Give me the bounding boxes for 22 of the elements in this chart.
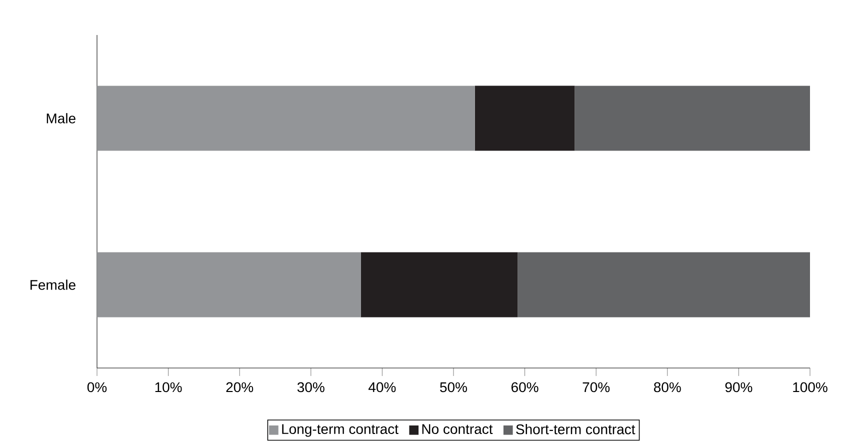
y-tick-label: Female	[30, 280, 76, 290]
x-tick-label: 60%	[512, 382, 538, 392]
y-tick-label: Male	[46, 113, 76, 124]
bar	[574, 86, 810, 151]
bar	[97, 252, 361, 318]
bar	[97, 86, 475, 151]
bar	[474, 86, 575, 151]
x-tick-label: 50%	[440, 382, 467, 392]
x-tick-label: 0%	[87, 382, 107, 392]
bar	[360, 252, 518, 318]
x-tick-label: 10%	[155, 382, 182, 392]
x-tick-label: 70%	[582, 382, 610, 392]
x-tick-label: 20%	[226, 382, 254, 392]
legend-label: Short-term contract	[516, 424, 636, 434]
legend-label: Long-term contract	[282, 424, 398, 437]
x-tick-label: 80%	[654, 382, 681, 392]
legend-label: No contract	[422, 424, 493, 434]
x-tick-label: 100%	[793, 382, 828, 392]
x-tick-label: 40%	[368, 382, 396, 392]
x-tick-label: 90%	[725, 382, 752, 392]
bar	[518, 252, 810, 318]
x-tick-label: 30%	[297, 382, 324, 392]
